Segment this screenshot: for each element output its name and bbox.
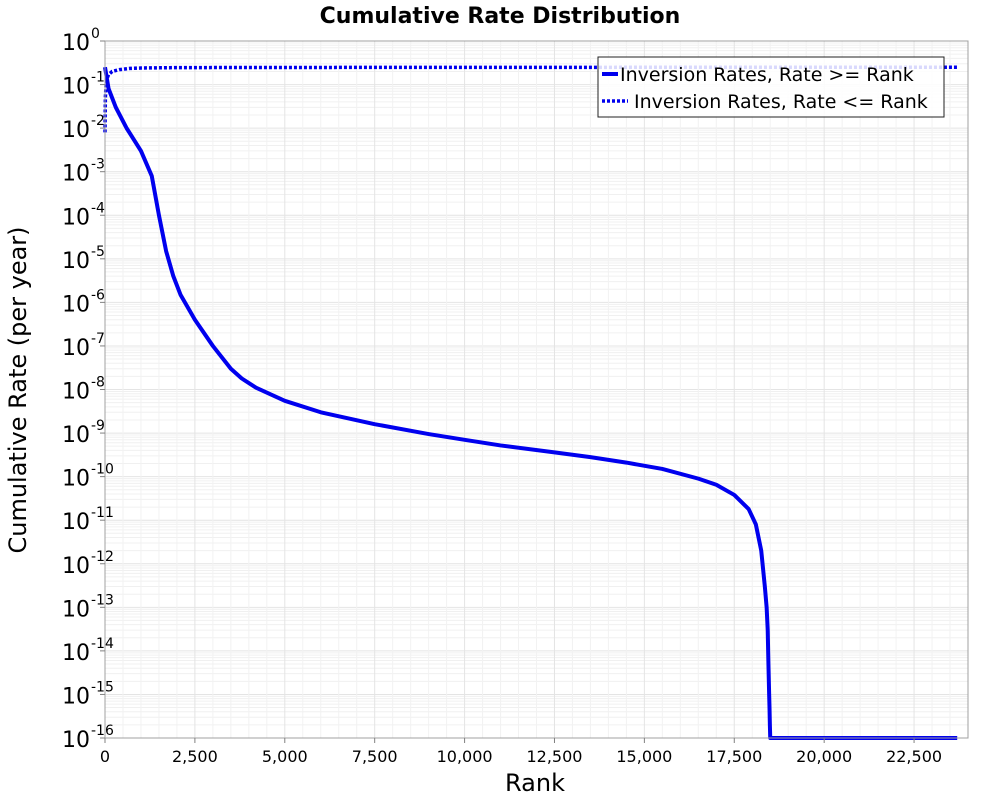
y-tick-label: 10 0 [62,26,100,56]
y-tick-base: 10 [62,597,90,622]
legend-entry-2: Inversion Rates, Rate <= Rank [634,91,928,113]
y-tick-label: 10 -8 [62,375,105,405]
y-tick-exponent: 0 [91,26,100,42]
y-tick-label: 10 -7 [62,331,105,361]
y-axis-label: Cumulative Rate (per year) [4,226,32,553]
y-tick-label: 10 -14 [62,636,114,666]
y-tick-label: 10 -9 [62,418,105,448]
y-tick-label: 10 -3 [62,157,105,187]
y-tick-exponent: -3 [91,157,105,173]
y-tick-base: 10 [62,292,90,317]
y-tick-exponent: -16 [91,723,114,739]
y-tick-base: 10 [62,467,90,492]
y-tick-base: 10 [62,684,90,709]
y-tick-exponent: -2 [91,113,105,129]
y-tick-base: 10 [62,641,90,666]
y-tick-exponent: -11 [91,505,114,521]
y-tick-label: 10 -5 [62,244,105,274]
y-tick-label: 10 -15 [62,679,114,709]
x-tick-label: 12,500 [526,747,582,766]
y-tick-base: 10 [62,554,90,579]
y-tick-base: 10 [62,728,90,753]
legend: Inversion Rates, Rate >= Rank Inversion R… [597,56,945,118]
x-tick-label: 10,000 [437,747,493,766]
y-tick-exponent: -7 [91,331,105,347]
y-tick-exponent: -14 [91,636,114,652]
y-tick-base: 10 [62,510,90,535]
y-tick-label: 10 -13 [62,592,114,622]
y-tick-label: 10 -10 [62,462,114,492]
x-tick-label: 0 [100,747,110,766]
x-axis-label: Rank [505,769,565,797]
y-tick-exponent: -12 [91,549,114,565]
y-tick-base: 10 [62,336,90,361]
y-tick-exponent: -6 [91,287,105,303]
y-axis-ticks: 10 010 -110 -210 -310 -410 -510 -610 -710 -810 -91… [62,26,114,753]
y-tick-base: 10 [62,205,90,230]
y-tick-exponent: -5 [91,244,105,260]
series-line-2 [103,65,958,133]
y-tick-base: 10 [62,75,90,100]
legend-entry-1: Inversion Rates, Rate >= Rank [620,64,914,86]
x-tick-label: 5,000 [262,747,308,766]
y-tick-exponent: -1 [91,70,105,86]
y-tick-exponent: -9 [91,418,105,434]
x-axis-ticks: 0 2,500 5,000 7,500 10,000 12,500 15,000 17,500… [100,738,942,766]
series-line-1 [103,66,958,740]
series-layer [103,65,958,740]
y-tick-label: 10 -4 [62,200,105,230]
legend-box [597,56,945,118]
x-tick-label: 7,500 [352,747,398,766]
y-tick-label: 10 -2 [62,113,105,143]
y-tick-base: 10 [62,380,90,405]
chart-title: Cumulative Rate Distribution [320,4,681,29]
y-tick-base: 10 [62,249,90,274]
y-tick-exponent: -8 [91,375,105,391]
y-tick-label: 10 -1 [62,70,105,100]
y-tick-exponent: -10 [91,462,114,478]
x-tick-label: 17,500 [706,747,762,766]
y-tick-base: 10 [62,423,90,448]
y-tick-exponent: -15 [91,679,114,695]
x-tick-label: 20,000 [796,747,852,766]
y-tick-exponent: -4 [91,200,105,216]
y-tick-base: 10 [62,118,90,143]
x-tick-label: 15,000 [616,747,672,766]
x-tick-label: 2,500 [172,747,218,766]
y-tick-base: 10 [62,31,90,56]
x-tick-label: 22,500 [886,747,942,766]
y-tick-label: 10 -6 [62,287,105,317]
y-tick-label: 10 -16 [62,723,114,753]
y-tick-base: 10 [62,162,90,187]
y-tick-exponent: -13 [91,592,114,608]
y-tick-label: 10 -12 [62,549,114,579]
y-tick-label: 10 -11 [62,505,114,535]
